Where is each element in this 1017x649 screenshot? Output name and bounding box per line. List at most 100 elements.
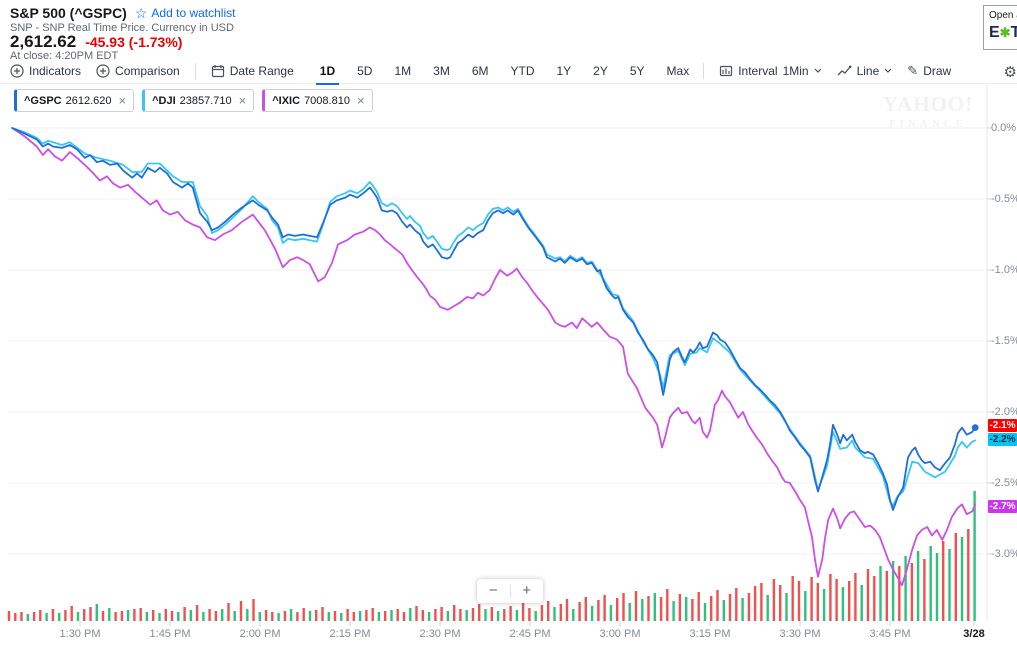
range-3m[interactable]: 3M [433, 63, 450, 78]
volume-bar [685, 597, 688, 621]
ad-text: Open a [989, 10, 1017, 21]
range-6m[interactable]: 6M [471, 63, 489, 78]
volume-bar [208, 609, 211, 621]
symbol-pill-ixic[interactable]: ^IXIC 7008.810 × [262, 89, 373, 112]
range-1y[interactable]: 1Y [556, 63, 572, 78]
watchlist-star-icon: ☆ [134, 5, 148, 21]
volume-bar [898, 566, 901, 621]
volume-bar [214, 611, 218, 621]
volume-bar [879, 566, 882, 621]
volume-bar [973, 491, 976, 621]
volume-bar [960, 537, 964, 621]
settings-gear-icon[interactable]: ⚙ [1003, 64, 1017, 81]
volume-bar [183, 607, 186, 621]
volume-bar [672, 601, 675, 621]
volume-bar [904, 556, 907, 621]
zoom-in-button[interactable]: + [522, 582, 532, 599]
range-max[interactable]: Max [666, 63, 690, 78]
at-close-note: At close: 4:20PM EDT [10, 50, 119, 62]
volume-bar [264, 610, 268, 621]
volume-bar [289, 609, 293, 621]
x-axis-label: 3/28 [963, 628, 985, 640]
pill-symbol: ^DJI [152, 94, 176, 107]
date-range-button[interactable]: Date Range [211, 64, 294, 78]
add-to-watchlist-button[interactable]: ☆ Add to watchlist [135, 6, 236, 20]
comparison-button[interactable]: Comparison [96, 64, 180, 78]
volume-bar [358, 611, 362, 621]
volume-bar [440, 607, 443, 621]
volume-bar [271, 612, 274, 621]
volume-bar [233, 611, 236, 621]
volume-bar [471, 608, 475, 621]
volume-bar [258, 612, 261, 621]
add-to-watchlist-label[interactable]: Add to watchlist [151, 6, 236, 20]
etrade-ad[interactable]: Open a E✱T [983, 5, 1017, 50]
volume-bar [822, 589, 826, 621]
volume-bar [133, 609, 136, 621]
volume-bar [697, 592, 700, 621]
volume-bar [622, 593, 625, 621]
volume-bar [308, 611, 312, 621]
range-5y[interactable]: 5Y [629, 63, 645, 78]
y-axis-label: -1.0% [991, 264, 1017, 276]
watermark-line2: FINANCE [888, 118, 968, 130]
volume-bar [51, 609, 55, 621]
volume-bar [246, 609, 249, 621]
volume-bar [716, 590, 719, 621]
range-2y[interactable]: 2Y [593, 63, 608, 78]
volume-bar [565, 599, 569, 621]
volume-bar [659, 597, 663, 621]
range-5d[interactable]: 5D [357, 63, 373, 78]
volume-bar [816, 583, 819, 621]
volume-bar [797, 581, 801, 621]
pencil-icon: ✎ [907, 63, 919, 78]
draw-button[interactable]: ✎ Draw [907, 64, 951, 78]
interval-select[interactable]: Interval 1Min [719, 63, 822, 78]
etrade-logo-t: T [1010, 24, 1017, 41]
volume-bar [434, 609, 437, 621]
volume-bar [496, 611, 500, 621]
pill-symbol: ^GSPC [24, 94, 62, 107]
volume-bar [20, 612, 23, 621]
indicators-button[interactable]: Indicators [10, 64, 81, 78]
volume-bar [753, 586, 757, 621]
volume-bar [603, 595, 606, 621]
volume-bar [628, 603, 631, 621]
remove-symbol-icon[interactable]: × [238, 93, 247, 108]
symbol-pill-dji[interactable]: ^DJI 23857.710 × [142, 89, 255, 112]
range-1d[interactable]: 1D [309, 64, 346, 85]
range-1m[interactable]: 1M [394, 63, 412, 78]
volume-bar [841, 587, 845, 621]
volume-bar [453, 605, 456, 621]
volume-bar [779, 585, 782, 621]
interval-label: Interval [738, 63, 778, 78]
volume-bar [478, 604, 481, 621]
volume-bar [145, 612, 149, 621]
volume-bar [32, 612, 36, 621]
draw-label: Draw [923, 63, 952, 78]
volume-bar [89, 607, 92, 621]
volume-bar [609, 605, 613, 621]
zoom-out-button[interactable]: − [488, 582, 498, 599]
volume-bar [772, 579, 776, 621]
volume-bar [641, 599, 644, 621]
remove-symbol-icon[interactable]: × [356, 93, 365, 108]
etrade-logo-star-icon: ✱ [999, 25, 1011, 40]
x-axis-label: 2:45 PM [509, 628, 551, 640]
y-axis-label: -0.5% [991, 193, 1017, 205]
volume-bar [678, 594, 682, 621]
remove-symbol-icon[interactable]: × [118, 93, 127, 108]
volume-bar [421, 610, 424, 621]
price-change: -45.93 (-1.73%) [85, 34, 183, 50]
pill-value: 7008.810 [304, 94, 350, 107]
volume-bar [616, 598, 619, 621]
symbol-pill-gspc[interactable]: ^GSPC 2612.620 × [14, 89, 135, 112]
volume-bar [120, 611, 124, 621]
range-ytd[interactable]: YTD [510, 63, 535, 78]
volume-bar [741, 598, 744, 621]
chart-type-select[interactable]: Line [837, 64, 893, 78]
plus-circle-icon [10, 63, 24, 78]
volume-bar [866, 569, 870, 621]
volume-bar [164, 609, 167, 621]
